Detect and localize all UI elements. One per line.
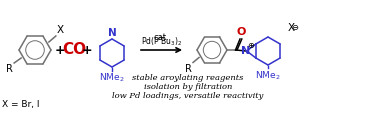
Text: X: X <box>288 23 295 33</box>
Text: X: X <box>57 25 64 35</box>
Text: ⊕: ⊕ <box>248 41 254 50</box>
Text: Pd(P$^t$Bu$_3$)$_2$: Pd(P$^t$Bu$_3$)$_2$ <box>141 34 182 48</box>
Text: N: N <box>242 46 251 56</box>
Text: N: N <box>108 27 116 37</box>
Text: R: R <box>6 64 13 74</box>
Text: ⊖: ⊖ <box>291 24 299 32</box>
Text: R: R <box>185 63 192 73</box>
Text: NMe$_2$: NMe$_2$ <box>255 69 281 81</box>
Text: NMe$_2$: NMe$_2$ <box>99 71 125 84</box>
Text: stable aroylating reagents: stable aroylating reagents <box>132 74 244 82</box>
Text: X = Br, I: X = Br, I <box>2 100 39 108</box>
Text: O: O <box>236 27 246 37</box>
Text: CO: CO <box>62 42 86 57</box>
Text: +: + <box>55 44 65 56</box>
Text: low Pd loadings, versatile reactivity: low Pd loadings, versatile reactivity <box>112 92 264 100</box>
Text: cat.: cat. <box>154 33 169 42</box>
Text: isolation by filtration: isolation by filtration <box>144 83 232 91</box>
Text: +: + <box>82 44 92 56</box>
